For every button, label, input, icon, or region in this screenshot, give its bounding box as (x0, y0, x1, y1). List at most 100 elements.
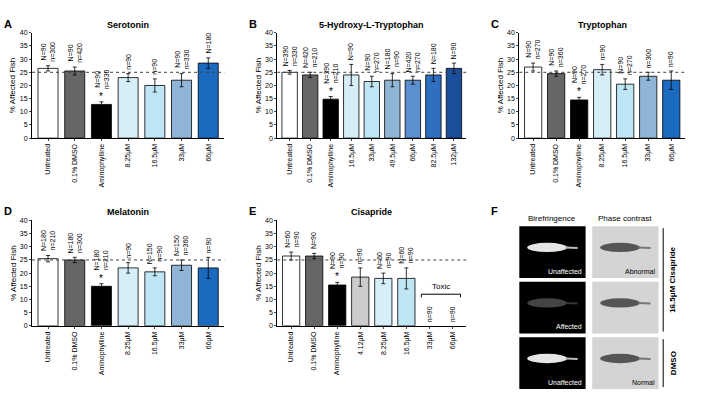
svg-text:n=90: n=90 (205, 238, 212, 254)
svg-text:25: 25 (507, 69, 515, 76)
svg-text:15: 15 (507, 95, 515, 102)
svg-text:0.1% DMSO: 0.1% DMSO (71, 143, 78, 182)
svg-text:Affected: Affected (556, 323, 582, 330)
svg-text:66μM: 66μM (409, 144, 417, 162)
svg-text:25: 25 (20, 256, 28, 263)
svg-text:Unaffected: Unaffected (548, 379, 582, 386)
svg-text:Aminophylline: Aminophylline (575, 144, 583, 188)
svg-text:40: 40 (507, 29, 515, 36)
svg-text:n=90: n=90 (449, 306, 456, 322)
svg-text:132μM: 132μM (450, 144, 458, 166)
svg-text:40: 40 (265, 217, 273, 224)
svg-text:Birefringence: Birefringence (528, 214, 576, 223)
svg-text:N=90: N=90 (450, 42, 457, 59)
svg-text:66μM: 66μM (668, 144, 676, 162)
svg-text:N=90n=270: N=90n=270 (617, 55, 633, 75)
svg-text:0: 0 (269, 135, 273, 142)
svg-text:B: B (249, 18, 257, 30)
svg-text:0: 0 (24, 135, 28, 142)
svg-text:N=180: N=180 (205, 33, 212, 54)
svg-text:n=90: n=90 (125, 243, 132, 259)
svg-text:Untreated: Untreated (529, 144, 536, 175)
svg-text:20: 20 (20, 270, 28, 277)
svg-text:30: 30 (265, 56, 273, 63)
svg-text:n=90: n=90 (125, 54, 132, 70)
svg-text:Tryptophan: Tryptophan (578, 20, 627, 30)
svg-text:*: * (577, 86, 581, 97)
svg-text:Aminophylline: Aminophylline (327, 144, 335, 188)
svg-text:N=150n=360: N=150n=360 (173, 235, 189, 256)
svg-text:Untreated: Untreated (44, 144, 51, 175)
svg-text:66μM: 66μM (449, 331, 457, 349)
svg-text:0.1% DMSO: 0.1% DMSO (552, 143, 559, 182)
svg-text:33μM: 33μM (368, 144, 376, 162)
svg-text:N=180n=210: N=180n=210 (93, 250, 109, 271)
svg-text:0: 0 (511, 135, 515, 142)
svg-text:Aminophylline: Aminophylline (98, 332, 106, 376)
svg-text:Serotonin: Serotonin (107, 20, 149, 30)
svg-text:30: 30 (507, 56, 515, 63)
svg-text:F: F (491, 205, 498, 217)
svg-text:Abnormal: Abnormal (625, 268, 655, 275)
svg-text:N=90n=270: N=90n=270 (571, 65, 587, 85)
svg-text:35: 35 (265, 230, 273, 237)
svg-text:% Affected Fish: % Affected Fish (9, 58, 18, 113)
svg-text:*: * (99, 91, 103, 102)
svg-text:C: C (491, 18, 499, 30)
svg-text:D: D (4, 205, 12, 217)
svg-text:0: 0 (269, 322, 273, 329)
svg-text:Untreated: Untreated (287, 332, 294, 363)
svg-text:30: 30 (20, 243, 28, 250)
svg-text:66μM: 66μM (205, 144, 213, 162)
svg-text:8.25μM: 8.25μM (598, 144, 606, 168)
svg-text:DMSO: DMSO (669, 351, 678, 375)
svg-text:Aminophylline: Aminophylline (98, 144, 106, 188)
svg-text:8.25μM: 8.25μM (380, 331, 388, 355)
svg-text:0.1% DMSO: 0.1% DMSO (310, 331, 317, 370)
svg-text:15: 15 (20, 283, 28, 290)
svg-text:8.25μM: 8.25μM (124, 144, 132, 168)
svg-text:Phase contrast: Phase contrast (598, 214, 652, 223)
svg-text:25: 25 (20, 69, 28, 76)
svg-text:5: 5 (269, 121, 273, 128)
svg-text:10: 10 (265, 108, 273, 115)
svg-text:% Affected Fish: % Affected Fish (254, 245, 263, 300)
svg-text:0: 0 (24, 322, 28, 329)
svg-text:Unaffected: Unaffected (548, 268, 582, 275)
svg-text:N=90n=330: N=90n=330 (94, 69, 110, 89)
svg-text:33μM: 33μM (178, 331, 186, 349)
svg-text:N=180n=300: N=180n=300 (67, 233, 83, 254)
svg-text:10: 10 (265, 296, 273, 303)
svg-text:30: 30 (20, 56, 28, 63)
svg-text:16.5μM: 16.5μM (403, 331, 411, 355)
svg-text:0.1% DMSO: 0.1% DMSO (306, 143, 313, 182)
svg-text:N=90n=300: N=90n=300 (40, 42, 56, 62)
svg-text:N=180n=210: N=180n=210 (40, 230, 56, 251)
svg-text:5: 5 (24, 121, 28, 128)
svg-text:5: 5 (269, 309, 273, 316)
svg-text:% Affected Fish: % Affected Fish (254, 58, 263, 113)
svg-text:35: 35 (20, 230, 28, 237)
svg-text:0.1% DMSO: 0.1% DMSO (71, 331, 78, 370)
svg-text:N=90n=420: N=90n=420 (67, 43, 83, 63)
svg-text:N=390n=330: N=390n=330 (282, 46, 298, 67)
svg-text:16.5μM: 16.5μM (151, 331, 159, 355)
svg-text:49.5μM: 49.5μM (389, 144, 397, 168)
svg-text:20: 20 (507, 82, 515, 89)
svg-text:16.5μM: 16.5μM (621, 144, 629, 168)
svg-text:*: * (329, 86, 333, 97)
svg-text:*: * (99, 273, 103, 284)
svg-text:40: 40 (20, 29, 28, 36)
svg-text:35: 35 (20, 42, 28, 49)
svg-text:10: 10 (507, 108, 515, 115)
svg-text:% Affected Fish: % Affected Fish (9, 245, 18, 300)
svg-text:n=90: n=90 (599, 45, 606, 61)
svg-text:N=420n=210: N=420n=210 (302, 47, 318, 68)
svg-text:N=90: N=90 (347, 43, 354, 60)
svg-text:16.5μM: 16.5μM (151, 144, 159, 168)
svg-text:16.5μM Cisapride: 16.5μM Cisapride (668, 246, 677, 312)
svg-text:n=90: n=90 (356, 248, 363, 264)
svg-text:N=60n=90: N=60n=90 (398, 247, 414, 264)
svg-text:25: 25 (265, 256, 273, 263)
svg-text:15: 15 (20, 95, 28, 102)
